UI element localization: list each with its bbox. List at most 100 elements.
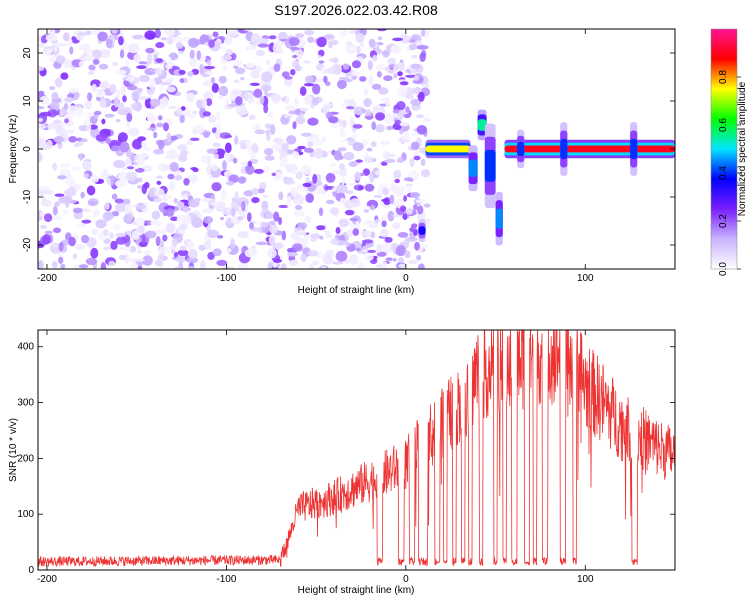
heatmap-noise-cell	[204, 239, 212, 250]
heatmap-noise-cell	[132, 34, 144, 40]
heatmap-noise-cell	[170, 216, 179, 222]
heatmap-noise-cell	[397, 157, 404, 164]
heatmap-noise-cell	[257, 43, 270, 48]
heatmap-noise-cell	[144, 30, 156, 40]
heatmap-noise-cell	[393, 169, 402, 179]
heatmap-noise-cell	[269, 224, 279, 234]
heatmap-noise-cell	[147, 127, 157, 131]
heatmap-noise-cell	[363, 220, 373, 225]
heatmap-noise-cell	[394, 178, 401, 184]
heatmap-noise-cell	[292, 169, 299, 175]
heatmap-noise-cell	[135, 167, 145, 173]
heatmap-noise-cell	[80, 208, 92, 213]
heatmap-noise-cell	[113, 159, 126, 169]
heatmap-noise-cell	[82, 160, 92, 171]
heatmap-noise-cell	[176, 201, 185, 209]
heatmap-noise-cell	[122, 95, 127, 103]
heatmap-noise-cell	[410, 88, 422, 94]
heatmap-noise-cell	[260, 222, 268, 228]
heatmap-noise-cell	[224, 134, 233, 139]
heatmap-noise-cell	[392, 222, 401, 230]
heatmap-noise-cell	[406, 95, 415, 100]
heatmap-noise-cell	[304, 29, 315, 36]
heatmap-noise-cell	[39, 185, 51, 191]
heatmap-noise-cell	[370, 141, 377, 148]
heatmap-noise-cell	[404, 130, 410, 139]
heatmap-noise-cell	[120, 141, 130, 153]
heatmap-noise-cell	[223, 151, 231, 162]
heatmap-noise-cell	[398, 263, 407, 269]
heatmap-noise-cell	[290, 69, 296, 76]
heatmap-noise-cell	[282, 142, 289, 151]
heatmap-noise-cell	[194, 198, 201, 202]
heatmap-noise-cell	[303, 60, 311, 64]
heatmap-noise-cell	[409, 192, 421, 199]
heatmap-noise-cell	[39, 111, 52, 117]
heatmap-noise-cell	[337, 147, 347, 152]
heatmap-noise-cell	[64, 96, 74, 103]
x-tick-label: 0	[403, 574, 409, 585]
heatmap-noise-cell	[351, 75, 357, 80]
heatmap-noise-cell	[288, 110, 298, 115]
heatmap-noise-cell	[47, 123, 59, 130]
heatmap-noise-cell	[397, 232, 409, 238]
heatmap-noise-cell	[44, 230, 53, 235]
heatmap-noise-cell	[392, 62, 398, 73]
heatmap-noise-cell	[207, 251, 215, 260]
y-tick-label: 0	[22, 146, 33, 152]
heatmap-noise-cell	[414, 241, 420, 251]
heatmap-noise-cell	[142, 255, 153, 266]
heatmap-noise-cell	[348, 161, 358, 167]
y-tick-label: -10	[22, 189, 33, 204]
heatmap-noise-cell	[381, 97, 388, 103]
heatmap-noise-cell	[189, 137, 200, 141]
heatmap-noise-cell	[416, 114, 424, 119]
snr-y-axis-label: SNR (10 * v/v)	[8, 418, 19, 482]
heatmap-noise-cell	[352, 132, 357, 140]
heatmap-noise-cell	[207, 229, 219, 238]
heatmap-noise-cell	[255, 49, 266, 57]
heatmap-noise-cell	[69, 46, 74, 55]
heatmap-noise-cell	[124, 253, 129, 264]
heatmap-noise-cell	[132, 139, 143, 150]
heatmap-noise-cell	[85, 100, 93, 110]
heatmap-noise-cell	[374, 219, 381, 223]
heatmap-noise-cell	[91, 228, 99, 236]
heatmap-y-axis-label: Frequency (Hz)	[8, 115, 19, 184]
heatmap-noise-cell	[165, 77, 174, 84]
heatmap-noise-cell	[113, 224, 121, 230]
heatmap-noise-cell	[411, 55, 418, 59]
heatmap-noise-cell	[336, 79, 347, 90]
heatmap-noise-cell	[153, 220, 161, 225]
heatmap-noise-cell	[300, 253, 307, 263]
heatmap-noise-cell	[114, 88, 121, 99]
heatmap-noise-cell	[159, 240, 164, 247]
heatmap-noise-cell	[79, 153, 84, 161]
heatmap-noise-cell	[172, 36, 184, 43]
heatmap-noise-cell	[114, 69, 127, 76]
heatmap-noise-cell	[351, 60, 362, 69]
heatmap-noise-cell	[280, 263, 287, 269]
heatmap-noise-cell	[164, 29, 176, 37]
heatmap-noise-cell	[370, 204, 376, 211]
heatmap-noise-cell	[216, 259, 228, 266]
heatmap-noise-cell	[361, 230, 372, 238]
heatmap-noise-cell	[126, 76, 135, 82]
heatmap-noise-cell	[199, 63, 204, 74]
heatmap-noise-cell	[237, 216, 244, 221]
heatmap-noise-cell	[164, 155, 171, 159]
heatmap-noise-cell	[251, 187, 259, 196]
heatmap-noise-cell	[359, 172, 365, 177]
heatmap-noise-cell	[97, 31, 108, 42]
heatmap-x-ticks: -200 -100 0 100	[37, 29, 594, 284]
heatmap-noise-cell	[133, 53, 141, 63]
heatmap-noise-cell	[310, 233, 321, 240]
heatmap-noise-cell	[132, 258, 145, 262]
heatmap-noise-cell	[212, 31, 219, 38]
heatmap-noise-cell	[375, 123, 385, 133]
heatmap-noise-cell	[85, 257, 98, 266]
x-tick-label: -200	[37, 273, 57, 284]
heatmap-noise-cell	[68, 87, 79, 93]
heatmap-noise-cell	[329, 124, 341, 128]
heatmap-noise-cell	[406, 184, 412, 193]
